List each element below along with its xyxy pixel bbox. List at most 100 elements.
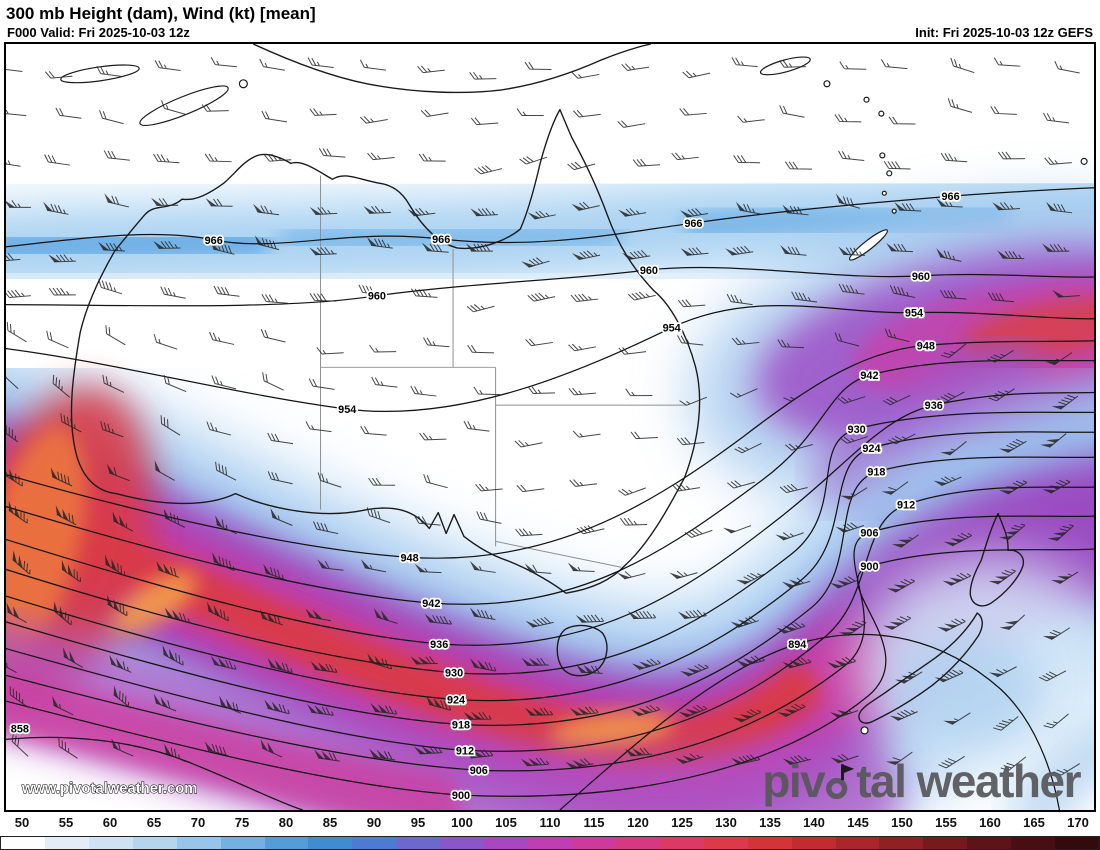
colorbar-tick: 70	[190, 815, 206, 830]
contour-label: 894	[788, 639, 806, 651]
contour-label: 954	[338, 404, 356, 416]
contour-label: 930	[848, 424, 866, 436]
contour-label: 936	[430, 639, 448, 651]
contour-label: 858	[11, 723, 29, 735]
contour-label: 924	[862, 443, 880, 455]
height-contour-930	[6, 411, 1094, 675]
init-time-label: Init: Fri 2025-10-03 12z GEFS	[915, 25, 1093, 40]
weather-map-svg: 966 966 966 966 960 960 960 954 954 954 948 948 942 9…	[6, 44, 1094, 810]
colorbar-tick: 150	[891, 815, 913, 830]
colorbar-tick: 130	[715, 815, 737, 830]
colorbar-cell	[703, 837, 748, 849]
colorbar-scale	[0, 836, 1100, 850]
colorbar-cell	[528, 837, 572, 849]
colorbar-tick: 170	[1067, 815, 1089, 830]
height-contour-948	[6, 340, 1094, 559]
island-new-caledonia	[848, 229, 888, 261]
contour-label: 954	[905, 308, 923, 320]
logo-text-left: piv	[762, 755, 825, 807]
contour-label: 960	[368, 291, 386, 303]
colorbar-tick: 155	[935, 815, 957, 830]
colorbar-cell	[396, 837, 441, 849]
colorbar-tick: 90	[366, 815, 382, 830]
contour-label: 906	[470, 765, 488, 777]
colorbar-tick: 55	[58, 815, 74, 830]
colorbar-tick: 95	[410, 815, 426, 830]
colorbar-tick: 50	[14, 815, 30, 830]
contour-label: 966	[432, 234, 450, 246]
watermark: www.pivotalweather.com	[21, 781, 198, 797]
colorbar-tick: 145	[847, 815, 869, 830]
contour-label: 900	[452, 790, 470, 802]
colorbar-cell	[176, 837, 221, 849]
colorbar-cell	[308, 837, 353, 849]
island-flores	[60, 64, 140, 84]
coast-australia	[70, 108, 701, 594]
contour-label: 900	[860, 561, 878, 573]
contour-label: 942	[422, 598, 440, 610]
contour-label: 906	[860, 527, 878, 539]
island-fiji	[1080, 157, 1088, 165]
colorbar-tick: 60	[102, 815, 118, 830]
colorbar-tick: 110	[539, 815, 561, 830]
colorbar-cell	[220, 837, 265, 849]
colorbar-cell	[1055, 837, 1100, 849]
height-contour-966	[6, 187, 1094, 248]
colorbar-cell	[747, 837, 792, 849]
coastlines	[60, 44, 1088, 735]
colorbar-cell	[571, 837, 616, 849]
colorbar-cell	[791, 837, 836, 849]
colorbar-tick: 135	[759, 815, 781, 830]
wind-speed-shading	[6, 154, 1094, 810]
colorbar-cell	[352, 837, 397, 849]
wind-barbs	[6, 56, 1081, 776]
map-title: 300 mb Height (dam), Wind (kt) [mean]	[6, 4, 316, 23]
colorbar-cell	[264, 837, 309, 849]
colorbar-cell	[484, 837, 529, 849]
pivotal-weather-logo: piv tal weather	[762, 755, 1081, 807]
height-contour-labels: 966 966 966 966 960 960 960 954 954 954 948 948 942 9…	[9, 189, 961, 803]
contour-label: 924	[447, 695, 465, 707]
height-contour-918	[6, 456, 1094, 726]
height-contour-894	[559, 633, 1060, 810]
height-contour-924	[6, 431, 1094, 702]
colorbar-tick: 165	[1023, 815, 1045, 830]
colorbar-cell	[835, 837, 880, 849]
contour-label: 942	[860, 370, 878, 382]
contour-label: 948	[917, 340, 935, 352]
map-canvas: 966 966 966 966 960 960 960 954 954 954 948 948 942 9…	[4, 42, 1096, 812]
colorbar-cell	[615, 837, 660, 849]
colorbar-cell	[879, 837, 924, 849]
contour-label: 954	[663, 322, 681, 334]
colorbar-tick: 80	[278, 815, 294, 830]
contour-label: 966	[942, 191, 960, 203]
contour-label: 966	[205, 235, 223, 247]
contour-label: 960	[912, 271, 930, 283]
colorbar-tick: 65	[146, 815, 162, 830]
logo-text-right: tal weather	[856, 755, 1081, 807]
flag-icon	[826, 764, 855, 800]
height-contour-912	[6, 486, 1094, 752]
contour-label: 912	[897, 500, 915, 512]
colorbar-tick: 140	[803, 815, 825, 830]
contour-label: 912	[456, 745, 474, 757]
height-contour-960	[6, 266, 1094, 307]
colorbar-cell	[88, 837, 133, 849]
colorbar-tick: 105	[495, 815, 517, 830]
contour-label: 966	[684, 218, 702, 230]
colorbar-cell	[659, 837, 704, 849]
colorbar: 50 55 60 65 70 75 80 85 90 95 100 105 110 115 120 125 13…	[0, 812, 1100, 850]
island-vanuatu	[879, 152, 886, 159]
height-contour-858	[6, 736, 303, 810]
height-contours	[6, 187, 1094, 810]
contour-label: 918	[452, 719, 470, 731]
coast-nz-south-island	[858, 612, 983, 724]
colorbar-cell	[923, 837, 968, 849]
island-timor	[139, 85, 229, 126]
contour-label: 936	[925, 400, 943, 412]
header: 300 mb Height (dam), Wind (kt) [mean] F0…	[0, 0, 1100, 42]
height-contour-954	[6, 304, 1094, 413]
colorbar-cell	[967, 837, 1012, 849]
colorbar-tick: 75	[234, 815, 250, 830]
colorbar-ticks: 50 55 60 65 70 75 80 85 90 95 100 105 110 115 120 125 13…	[0, 815, 1100, 831]
